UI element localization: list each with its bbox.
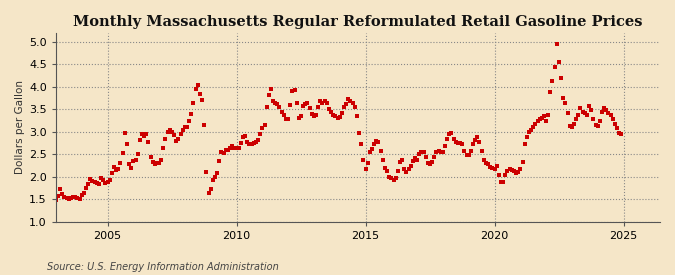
Title: Monthly Massachusetts Regular Reformulated Retail Gasoline Prices: Monthly Massachusetts Regular Reformulat… xyxy=(73,15,643,29)
Y-axis label: Dollars per Gallon: Dollars per Gallon xyxy=(15,80,25,174)
Text: Source: U.S. Energy Information Administration: Source: U.S. Energy Information Administ… xyxy=(47,262,279,272)
